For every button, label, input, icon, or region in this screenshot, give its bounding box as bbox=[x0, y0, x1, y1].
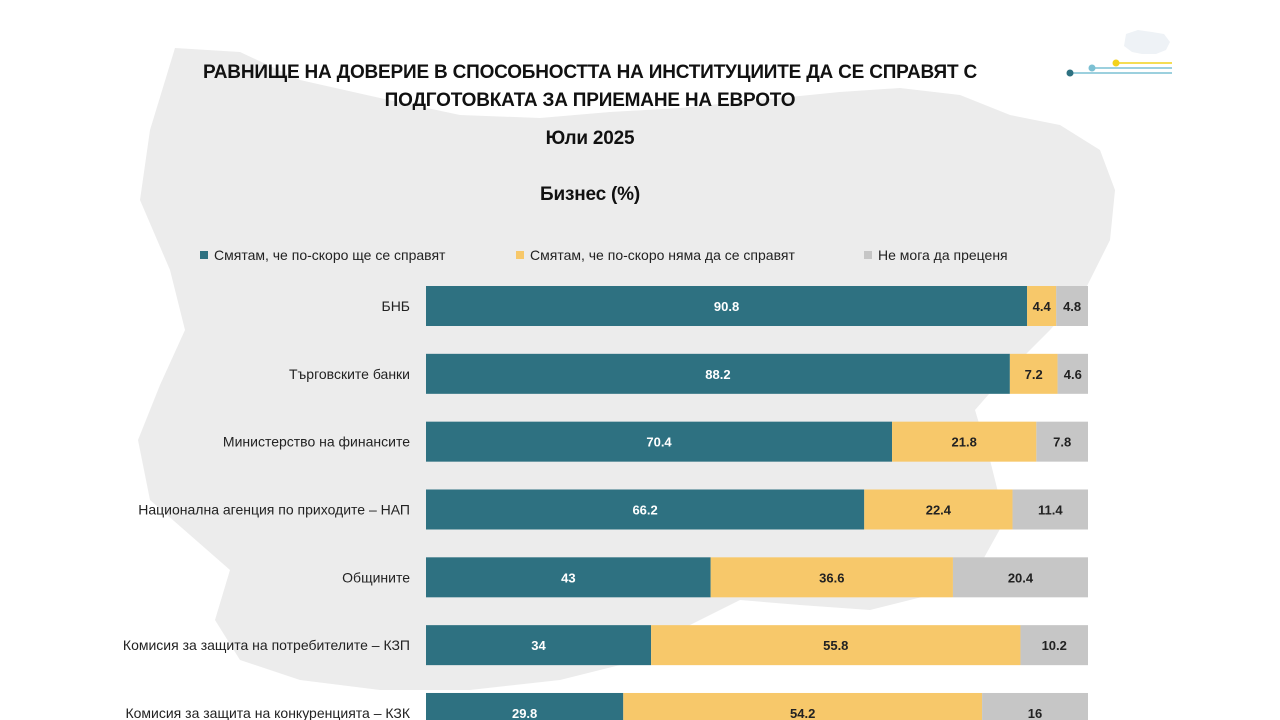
category-label: Общините bbox=[342, 569, 410, 585]
bar-segment-positive bbox=[426, 489, 865, 530]
data-label-unknown: 4.6 bbox=[1064, 367, 1082, 382]
logo bbox=[1066, 30, 1172, 77]
legend-item-positive: Смятам, че по-скоро ще се справят bbox=[200, 246, 445, 264]
data-label-positive: 88.2 bbox=[705, 367, 730, 382]
bar-segment-negative bbox=[892, 421, 1037, 462]
legend-swatch-positive bbox=[200, 251, 208, 259]
chart-title-line2: ПОДГОТОВКАТА ЗА ПРИЕМАНЕ НА ЕВРОТО bbox=[384, 90, 796, 111]
bar-segment-negative bbox=[1027, 286, 1057, 326]
bar-segment-positive bbox=[426, 625, 652, 666]
legend-label-unknown: Не мога да преценя bbox=[878, 247, 1008, 263]
chart-title-line1: РАВНИЩЕ НА ДОВЕРИЕ В СПОСОБНОСТТА НА ИНС… bbox=[202, 62, 978, 83]
data-label-negative: 7.2 bbox=[1025, 367, 1043, 382]
data-label-negative: 22.4 bbox=[926, 502, 952, 517]
bar-segment-negative bbox=[651, 625, 1021, 666]
data-label-unknown: 20.4 bbox=[1008, 570, 1034, 585]
chart-period: Юли 2025 bbox=[545, 128, 635, 149]
bar-segment-negative bbox=[710, 557, 953, 598]
bar-segment-negative bbox=[864, 489, 1013, 530]
data-label-positive: 66.2 bbox=[632, 502, 657, 517]
data-label-negative: 55.8 bbox=[823, 638, 848, 653]
data-label-unknown: 10.2 bbox=[1042, 638, 1067, 653]
bar-segment-unknown bbox=[1056, 286, 1088, 326]
bar-segment-positive bbox=[426, 286, 1028, 326]
category-label: Търговските банки bbox=[289, 366, 410, 382]
data-label-unknown: 7.8 bbox=[1053, 435, 1071, 450]
bar-segment-unknown bbox=[1057, 353, 1088, 394]
legend-swatch-negative bbox=[516, 251, 524, 259]
data-label-negative: 54.2 bbox=[790, 706, 815, 720]
bar-segment-negative bbox=[1009, 353, 1058, 394]
data-label-unknown: 11.4 bbox=[1038, 502, 1063, 517]
bar-segment-unknown bbox=[1012, 489, 1088, 530]
bar-segment-unknown bbox=[982, 692, 1088, 720]
category-label: Национална агенция по приходите – НАП bbox=[138, 501, 410, 517]
legend-swatch-unknown bbox=[864, 251, 872, 259]
bar-segment-unknown bbox=[952, 557, 1088, 598]
data-label-positive: 90.8 bbox=[714, 299, 739, 314]
bar-segment-positive bbox=[426, 353, 1010, 394]
category-label: Комисия за защита на конкуренцията – КЗК bbox=[125, 705, 410, 720]
category-label: БНБ bbox=[382, 298, 411, 314]
data-label-positive: 34 bbox=[531, 638, 546, 653]
data-label-positive: 70.4 bbox=[646, 435, 672, 450]
category-label: Комисия за защита на потребителите – КЗП bbox=[123, 637, 410, 653]
data-label-negative: 4.4 bbox=[1033, 299, 1052, 314]
data-label-positive: 29.8 bbox=[512, 706, 537, 720]
legend-item-unknown: Не мога да преценя bbox=[864, 246, 1008, 264]
legend-label-positive: Смятам, че по-скоро ще се справят bbox=[214, 247, 446, 263]
bar-segment-positive bbox=[426, 557, 711, 598]
bar-segment-unknown bbox=[1036, 421, 1088, 462]
legend-label-negative: Смятам, че по-скоро няма да се справят bbox=[530, 247, 795, 263]
data-label-negative: 21.8 bbox=[952, 435, 977, 450]
bar-segment-positive bbox=[426, 421, 893, 462]
data-label-negative: 36.6 bbox=[819, 570, 844, 585]
data-label-unknown: 4.8 bbox=[1063, 299, 1081, 314]
bar-segment-positive bbox=[426, 692, 624, 720]
category-label: Министерство на финансите bbox=[223, 434, 410, 450]
data-label-positive: 43 bbox=[561, 570, 575, 585]
bar-segment-unknown bbox=[1020, 625, 1088, 666]
chart-subtitle: Бизнес (%) bbox=[540, 184, 640, 205]
data-label-unknown: 16 bbox=[1028, 706, 1042, 720]
legend-item-negative: Смятам, че по-скоро няма да се справят bbox=[516, 246, 795, 264]
bar-segment-negative bbox=[623, 692, 983, 720]
